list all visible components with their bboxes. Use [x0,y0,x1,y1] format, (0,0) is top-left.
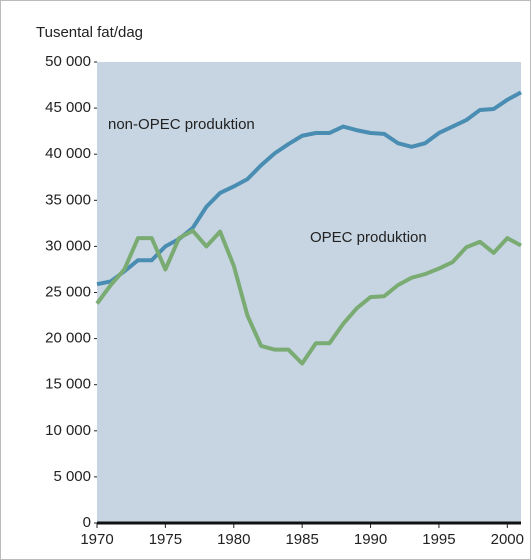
series-line [95,228,522,366]
x-tick-label: 1970 [80,531,113,548]
y-axis-label: Tusental fat/dag [36,24,143,41]
x-tick-label: 1975 [149,531,182,548]
y-tick-label: 5 000 [53,468,91,485]
y-tick-label: 20 000 [45,330,91,347]
x-tick-label: 2000 [491,531,524,548]
x-tick-label: 1985 [285,531,318,548]
x-tick-label: 1980 [217,531,250,548]
y-tick-label: 40 000 [45,145,91,162]
y-tick-label: 35 000 [45,191,91,208]
y-tick-label: 50 000 [45,53,91,70]
y-tick-label: 10 000 [45,422,91,439]
series-line [96,90,522,287]
y-tick-label: 45 000 [45,99,91,116]
y-tick-label: 30 000 [45,237,91,254]
plot-area [97,62,521,523]
y-tick-label: 15 000 [45,376,91,393]
x-tick-label: 1995 [422,531,455,548]
y-tick-label: 25 000 [45,283,91,300]
x-tick-label: 1990 [354,531,387,548]
y-tick-label: 0 [83,514,91,531]
series-label: OPEC produktion [310,229,427,246]
series-label: non-OPEC produktion [108,116,255,133]
